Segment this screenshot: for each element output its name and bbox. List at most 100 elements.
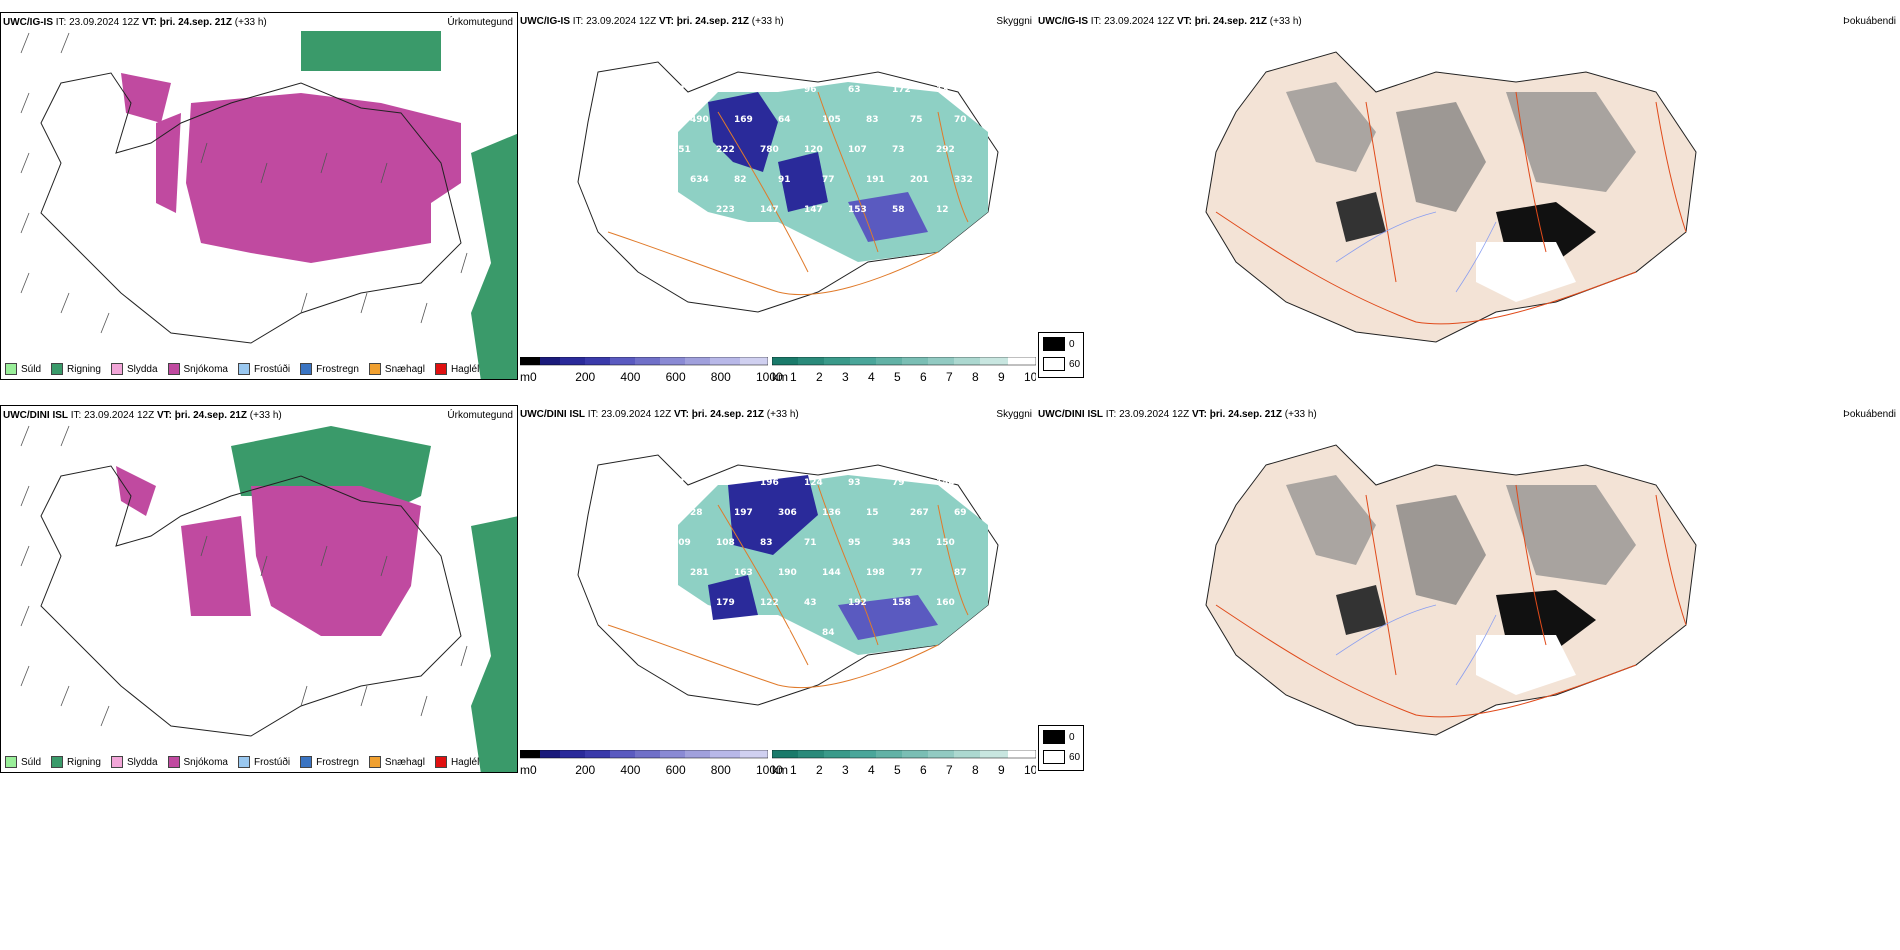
cloud-base-label: 71 [690, 235, 703, 245]
cloud-base-label: 80 [628, 85, 641, 95]
cloud-base-label: 634 [690, 175, 709, 185]
snow-area [156, 113, 181, 213]
cloud-base-label: 179 [716, 598, 735, 608]
legend-item: Frostregn [300, 363, 359, 375]
legend-swatch [5, 363, 17, 375]
fog-panel-row2: UWC/DINI ISL IT: 23.09.2024 12Z VT: þri.… [1036, 405, 1900, 773]
visibility-scale [771, 356, 1037, 366]
cloud-base-label: 197 [734, 508, 753, 518]
cloud-base-label: 124 [804, 478, 823, 488]
legend-swatch [434, 363, 447, 375]
cloud-base-label: 144 [936, 478, 955, 488]
wind-barbs [20, 425, 468, 727]
unit-label: m [520, 763, 530, 777]
panel-title: Úrkomutegund [447, 17, 513, 28]
cloud-base-label: 126 [628, 598, 647, 608]
legend-swatch [300, 756, 313, 768]
legend-swatch [110, 363, 123, 375]
cloud-base-label: 108 [716, 538, 735, 548]
cloud-base-label: 43 [804, 598, 817, 608]
low-cloud-shading [708, 92, 778, 172]
panel-header: UWC/DINI ISL IT: 23.09.2024 12Z VT: þri.… [1038, 409, 1317, 420]
tick-label: 600 [665, 763, 686, 777]
cloud-base-label: 115 [690, 628, 709, 638]
cloud-base-label: 56 [628, 538, 641, 548]
cloud-base-scale [519, 356, 769, 366]
fog-legend-swatch-light [1043, 357, 1065, 371]
cloud-base-label: 65 [760, 85, 773, 95]
fog-legend: 0 60 [1038, 332, 1084, 378]
tick-label: 5 [894, 763, 901, 777]
model-name: UWC/DINI ISL [3, 410, 68, 421]
legend-label: Slydda [126, 363, 158, 375]
visibility-panel-row1: 80 72 94 65 96 63 172 13 287 490 169 64 105 83 75 70 79 1… [518, 12, 1036, 380]
cloud-base-label: 15 [866, 508, 879, 518]
legend-label: Frostregn [316, 363, 359, 375]
legend-swatch [51, 756, 64, 768]
vt-label: VT: [673, 409, 689, 420]
cloud-base-label: 144 [822, 568, 841, 578]
cloud-base-colorbar-row1: m 0 200 400 600 800 1000 [519, 356, 783, 384]
lead-time: (+33 h) [1284, 409, 1317, 420]
cloud-base-label: 94 [716, 85, 729, 95]
cloud-base-label: 83 [866, 115, 879, 125]
cloud-base-label: 343 [892, 538, 911, 548]
legend-item: Snjókoma [167, 756, 228, 768]
cloud-base-label: 79 [892, 478, 905, 488]
vt-value: þri. 24.sep. 21Z [1194, 16, 1268, 27]
tick-label: 4 [868, 763, 875, 777]
cloud-base-label: 281 [690, 568, 709, 578]
low-cloud-shading [838, 595, 938, 640]
tick-label: 8 [972, 763, 979, 777]
it-value: 23.09.2024 12Z [84, 410, 155, 421]
legend-item: Súld [5, 756, 41, 768]
cloud-base-label: 28 [690, 508, 703, 518]
rain-area [301, 31, 441, 71]
road-network [607, 484, 969, 689]
legend-swatch [368, 756, 381, 768]
snow-area [186, 93, 461, 263]
cloud-base-label: 150 [936, 538, 955, 548]
vt-label: VT: [141, 17, 157, 28]
tick-label: 4 [868, 370, 875, 384]
cloud-labels-row2: 33 67 78 196 124 93 79 144 26 28 197 306 136 15 267 69 5… [628, 478, 967, 638]
precip-map-row2 [20, 425, 517, 772]
visibility-map-row2: 33 67 78 196 124 93 79 144 26 28 197 306 136 15 267 69 5… [577, 454, 999, 706]
tick-label: 9 [998, 763, 1005, 777]
precip-legend: Súld Rigning Slydda Snjókoma Frostúði Frostre… [5, 756, 479, 768]
tick-label: 7 [946, 370, 953, 384]
tick-label: 800 [710, 370, 731, 384]
visibility-colorbar-row1: km 1 2 3 4 5 6 7 8 9 10 [771, 356, 1037, 384]
cloud-base-label: 192 [848, 598, 867, 608]
model-name: UWC/DINI ISL [1038, 409, 1103, 420]
road-network [607, 91, 969, 296]
cloud-base-label: 107 [848, 145, 867, 155]
unit-label: km [772, 370, 788, 384]
legend-swatch [368, 363, 381, 375]
cloud-base-label: 96 [804, 85, 817, 95]
cloud-base-label: 13 [646, 235, 659, 245]
it-label: IT: [70, 410, 82, 421]
cloud-base-label: 79 [628, 145, 641, 155]
it-label: IT: [55, 17, 67, 28]
lead-time: (+33 h) [234, 17, 267, 28]
cloud-base-label: 91 [778, 175, 791, 185]
iceland-outline [40, 72, 462, 344]
legend-item: Rigning [51, 756, 101, 768]
model-name: UWC/IG-IS [520, 16, 570, 27]
fog-shading [1286, 82, 1376, 172]
tick-label: 3 [842, 763, 849, 777]
cloud-base-label: 58 [892, 205, 905, 215]
panel-header: UWC/DINI ISL IT: 23.09.2024 12Z VT: þri.… [520, 409, 799, 420]
legend-swatch [51, 363, 64, 375]
vt-value: þri. 24.sep. 21Z [174, 410, 248, 421]
vt-label: VT: [156, 410, 172, 421]
cloud-base-label: 73 [892, 145, 905, 155]
cloud-base-label: 77 [910, 568, 923, 578]
vt-value: þri. 24.sep. 21Z [1209, 409, 1283, 420]
fog-legend-high: 60 [1069, 751, 1081, 763]
legend-swatch [237, 756, 250, 768]
cloud-base-label: 296 [646, 175, 665, 185]
tick-label: 1 [790, 763, 797, 777]
vt-value: þri. 24.sep. 21Z [691, 409, 765, 420]
